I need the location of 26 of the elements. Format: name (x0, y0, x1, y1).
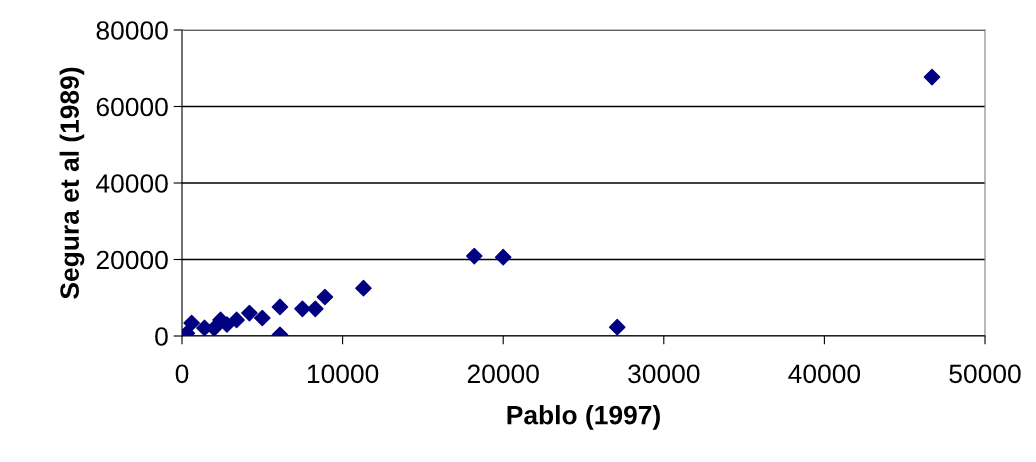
x-tick-label: 0 (175, 364, 189, 384)
point (923, 68, 941, 86)
x-tick-label: 40000 (788, 364, 861, 384)
point (294, 300, 311, 318)
point (253, 309, 271, 327)
y-tick-label: 60000 (96, 97, 168, 117)
y-axis-title: Segura et al (1989) (59, 67, 85, 299)
point (465, 247, 483, 265)
x-tick-label: 20000 (467, 364, 539, 384)
x-axis-title: Pablo (1997) (507, 405, 660, 430)
point (355, 279, 372, 297)
point (306, 300, 324, 318)
point (241, 304, 258, 322)
point (271, 298, 289, 316)
y-tick-label: 20000 (96, 250, 168, 270)
point (608, 318, 626, 336)
point (183, 314, 200, 332)
y-tick-label: 80000 (96, 21, 168, 40)
x-tick-label: 10000 (307, 364, 379, 384)
point (494, 248, 512, 266)
point (228, 311, 245, 329)
y-tick-label: 0 (155, 327, 168, 346)
x-tick-label: 50000 (949, 364, 1021, 384)
y-tick-label: 40000 (96, 174, 168, 193)
point (316, 288, 334, 306)
x-tick-label: 30000 (628, 364, 700, 384)
